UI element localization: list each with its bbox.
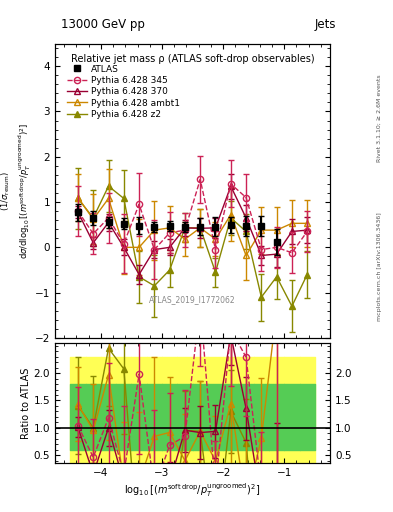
Text: 13000 GeV pp: 13000 GeV pp — [61, 18, 145, 32]
Legend: ATLAS, Pythia 6.428 345, Pythia 6.428 370, Pythia 6.428 ambt1, Pythia 6.428 z2: ATLAS, Pythia 6.428 345, Pythia 6.428 37… — [65, 63, 182, 121]
Y-axis label: $(1/\sigma_\mathrm{resum})$
d$\sigma$/d$\log_{10}[(m^\mathrm{soft\,drop}/p_T^\ma: $(1/\sigma_\mathrm{resum})$ d$\sigma$/d$… — [0, 123, 33, 259]
X-axis label: $\log_{10}[(m^{\mathrm{soft\,drop}}/p_T^{\mathrm{ungroomed}})^2]$: $\log_{10}[(m^{\mathrm{soft\,drop}}/p_T^… — [125, 481, 261, 499]
Text: Rivet 3.1.10; ≥ 2.6M events: Rivet 3.1.10; ≥ 2.6M events — [377, 74, 382, 162]
Text: ATLAS_2019_I1772062: ATLAS_2019_I1772062 — [149, 295, 236, 304]
Text: Jets: Jets — [314, 18, 336, 32]
Text: Relative jet mass ρ (ATLAS soft-drop observables): Relative jet mass ρ (ATLAS soft-drop obs… — [71, 54, 314, 64]
Y-axis label: Ratio to ATLAS: Ratio to ATLAS — [21, 368, 31, 439]
Text: mcplots.cern.ch [arXiv:1306.3436]: mcplots.cern.ch [arXiv:1306.3436] — [377, 212, 382, 321]
